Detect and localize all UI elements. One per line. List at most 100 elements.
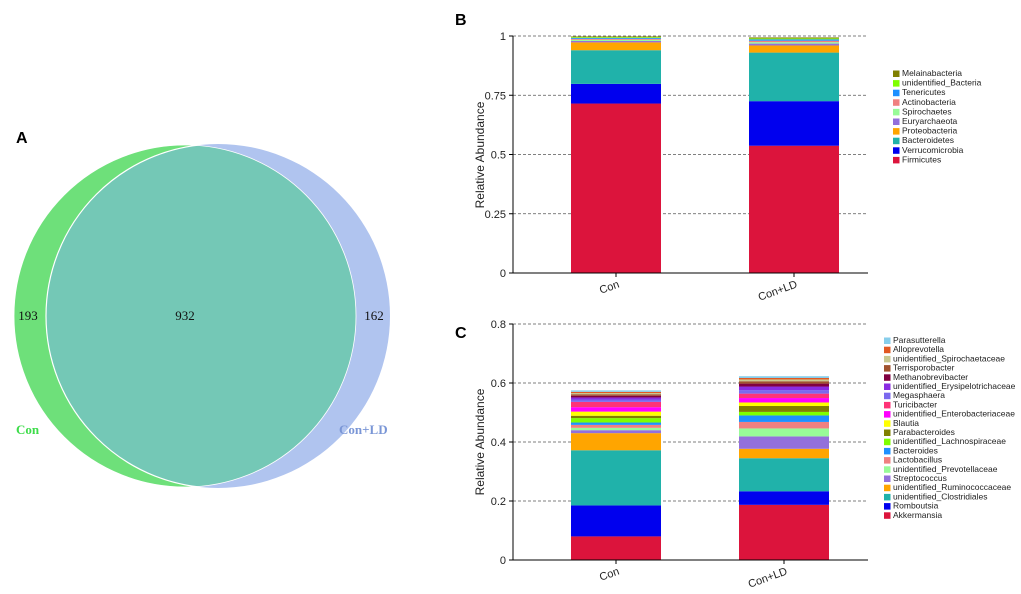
bar-con-ld-euryarchaeota (749, 43, 839, 46)
y-tick-label-1: 0.2 (491, 496, 506, 508)
y-tick-label-2: 0.5 (491, 150, 506, 162)
stacked-bars (571, 376, 829, 560)
bar-con-melainabacteria (571, 36, 661, 38)
venn-left-border (13, 144, 357, 488)
bar-con-verrucomicrobia (571, 83, 661, 104)
bar-con-actinobacteria (571, 38, 661, 40)
bar-con-ld-firmicutes (749, 145, 839, 273)
legend-label-turicibacter: Turicibacter (893, 399, 937, 409)
legend-label-tenericutes: Tenericutes (902, 87, 945, 97)
legend-label-unidentified-enterobacteriaceae: unidentified_Enterobacteriaceae (893, 409, 1015, 419)
legend-swatch-unidentified-ruminococcaceae (884, 484, 891, 492)
legend-label-bacteroides: Bacteroides (893, 445, 938, 455)
y-ticks: 0 0.25 0.5 0.75 1 (485, 31, 513, 280)
legend-swatch-actinobacteria (893, 99, 900, 106)
panel-label-c: C (455, 325, 467, 342)
bar-con-ld-spirochaetes (749, 42, 839, 44)
legend-swatch-spirochaetes (893, 108, 900, 116)
bar-con-ld-unidentified-prevotellaceae (739, 428, 829, 437)
bar-con-megasphaera (571, 399, 661, 402)
y-tick-label-3: 0.75 (485, 90, 506, 102)
y-axis-label: Relative Abundance (473, 388, 487, 495)
bar-con-ld-unidentified-bacteria (749, 38, 839, 40)
legend: Melainabacteriaunidentified_BacteriaTene… (893, 68, 982, 164)
legend-swatch-bacteroides (884, 447, 891, 455)
bar-con-ld-akkermansia (739, 504, 829, 560)
bar-con-methanobrevibacter (571, 395, 661, 398)
bar-con-unidentified-enterobacteriaceae (571, 407, 661, 412)
bar-con-unidentified-bacteria (571, 37, 661, 38)
bar-con-ld-unidentified-clostridiales (739, 458, 829, 492)
bar-con-parabacteroides (571, 415, 661, 419)
legend-label-unidentified-lachnospiraceae: unidentified_Lachnospiraceae (893, 436, 1006, 446)
bar-con-terrisporobacter (571, 394, 661, 396)
legend: ParasutterellaAlloprevotellaunidentified… (884, 335, 1016, 520)
bar-con-unidentified-lachnospiraceae (571, 418, 661, 423)
legend-swatch-megasphaera (884, 392, 891, 400)
venn-right-only-count: 162 (364, 308, 384, 323)
legend-label-terrisporobacter: Terrisporobacter (893, 363, 955, 373)
legend-swatch-unidentified-prevotellaceae (884, 466, 891, 473)
legend-swatch-bacteroidetes (893, 137, 900, 145)
bar-con-ld-parabacteroides (739, 406, 829, 412)
bar-con-ld-parasutterella (739, 376, 829, 378)
bar-con-bacteroides (571, 422, 661, 425)
legend-swatch-akkermansia (884, 512, 891, 519)
bar-con-unidentified-clostridiales (571, 450, 661, 506)
bar-con-ld-bacteroides (739, 415, 829, 422)
legend-label-akkermansia: Akkermansia (893, 510, 942, 520)
bar-con-ld-romboutsia (739, 491, 829, 505)
venn-overlap-border (45, 145, 356, 487)
y-tick-label-2: 0.4 (491, 437, 506, 449)
legend-label-verrucomicrobia: Verrucomicrobia (902, 145, 964, 155)
bar-con-unidentified-ruminococcaceae (571, 433, 661, 451)
legend-swatch-streptococcus (884, 475, 891, 482)
legend-swatch-unidentified-enterobacteriaceae (884, 411, 891, 418)
bar-con-ld-proteobacteria (749, 45, 839, 53)
chart-phylum: B Relative Abundance 00.250.50.751 Con Co… (455, 12, 982, 304)
bar-con-ld-unidentified-ruminococcaceae (739, 448, 829, 459)
legend-label-lactobacillus: Lactobacillus (893, 455, 942, 465)
bar-con-unidentified-spirochaetaceae (571, 393, 661, 395)
bar-con-ld-alloprevotella (739, 377, 829, 380)
legend-swatch-unidentified-clostridiales (884, 493, 891, 501)
legend-swatch-unidentified-bacteria (893, 80, 900, 87)
bar-con-parasutterella (571, 390, 661, 392)
bar-con-ld-megasphaera (739, 390, 829, 394)
bar-con-unidentified-prevotellaceae (571, 427, 661, 431)
bar-con-proteobacteria (571, 42, 661, 51)
y-tick-label-3: 0.6 (491, 378, 506, 390)
venn-shared-count: 932 (175, 308, 195, 323)
legend-swatch-parasutterella (884, 337, 891, 344)
venn-label-con-ld: Con+LD (339, 422, 388, 437)
y-tick-label-4: 1 (500, 31, 506, 43)
y-ticks: 0 0.2 0.4 0.6 0.8 (491, 319, 513, 567)
legend-label-firmicutes: Firmicutes (902, 154, 941, 164)
bar-con-ld-melainabacteria (749, 37, 839, 39)
bar-con-bacteroidetes (571, 50, 661, 84)
bar-con-ld-terrisporobacter (739, 381, 829, 384)
legend-swatch-methanobrevibacter (884, 374, 891, 381)
bar-con-ld-verrucomicrobia (749, 101, 839, 146)
bar-con-streptococcus (571, 430, 661, 434)
bar-con-ld-streptococcus (739, 436, 829, 449)
legend-swatch-melainabacteria (893, 70, 900, 77)
legend-label-melainabacteria: Melainabacteria (902, 68, 962, 78)
legend-label-parasutterella: Parasutterella (893, 335, 946, 345)
bar-con-ld-blautia (739, 402, 829, 407)
bar-con-blautia (571, 411, 661, 416)
legend-swatch-parabacteroides (884, 429, 891, 436)
venn-diagram: A 193 932 162 Con Con+LD (13, 130, 390, 488)
chart-genus: C Relative Abundance 00.20.40.60.8 Con Co… (455, 319, 1016, 591)
y-tick-label-1: 0.25 (485, 209, 506, 221)
legend-label-actinobacteria: Actinobacteria (902, 97, 956, 107)
y-tick-label-0: 0 (500, 555, 506, 567)
y-tick-label-0: 0 (500, 268, 506, 280)
bar-con-spirochaetes (571, 39, 661, 41)
legend-label-romboutsia: Romboutsia (893, 501, 939, 511)
y-tick-label-4: 0.8 (491, 319, 506, 331)
venn-overlap (46, 145, 356, 487)
legend-label-euryarchaeota: Euryarchaeota (902, 116, 958, 126)
legend-label-unidentified-ruminococcaceae: unidentified_Ruminococcaceae (893, 482, 1011, 492)
